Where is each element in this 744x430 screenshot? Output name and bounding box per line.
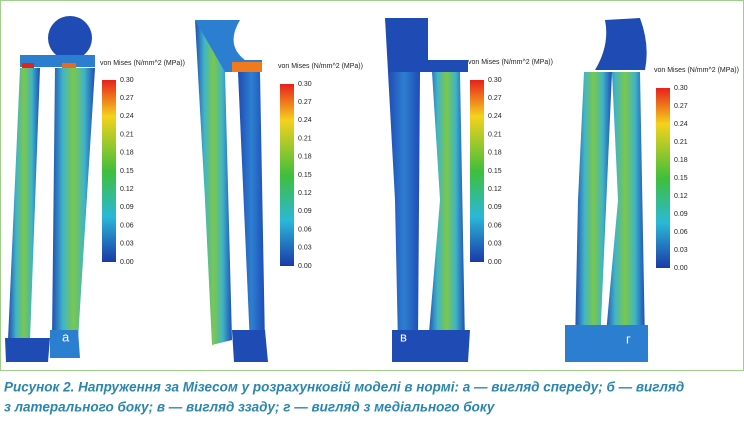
color-bar-tick: 0.18	[674, 157, 688, 164]
panel-label: г	[626, 331, 631, 346]
color-bar-tick: 0.06	[674, 229, 688, 236]
color-bar-tick: 0.27	[298, 99, 312, 106]
color-bar-tick: 0.21	[298, 135, 312, 142]
color-bar-tick: 0.09	[674, 211, 688, 218]
color-bar-tick: 0.21	[120, 131, 134, 138]
color-bar-tick: 0.09	[298, 208, 312, 215]
color-bar-tick: 0.06	[298, 226, 312, 233]
color-bar-tick: 0.15	[488, 168, 502, 175]
color-bar	[102, 80, 116, 262]
bone-model	[385, 18, 470, 362]
color-bar	[280, 84, 294, 266]
color-bar-tick: 0.24	[488, 113, 502, 120]
color-bar-tick: 0.03	[120, 241, 134, 248]
color-bar-tick: 0.24	[298, 117, 312, 124]
color-bar-tick: 0.03	[674, 247, 688, 254]
color-bar-tick: 0.18	[120, 150, 134, 157]
color-bar-tick: 0.15	[674, 175, 688, 182]
color-bar-tick: 0.21	[488, 131, 502, 138]
color-bar-tick: 0.27	[120, 95, 134, 102]
bone-model	[565, 18, 648, 362]
color-bar-tick: 0.30	[674, 85, 688, 92]
color-bar-tick: 0.12	[674, 193, 688, 200]
legend-title: von Mises (N/mm^2 (MPa))	[468, 59, 553, 66]
color-bar-tick: 0.06	[488, 222, 502, 229]
color-bar-tick: 0.18	[488, 150, 502, 157]
color-bar-tick: 0.12	[488, 186, 502, 193]
color-bar	[656, 88, 670, 268]
color-bar-tick: 0.03	[298, 245, 312, 252]
caption-line: з латерального боку; в — вигляд ззаду; г…	[4, 400, 496, 415]
color-bar-tick: 0.06	[120, 222, 134, 229]
legend-title: von Mises (N/mm^2 (MPa))	[100, 60, 185, 67]
color-bar-tick: 0.00	[298, 263, 312, 270]
panel-label: в	[400, 329, 407, 344]
color-bar-tick: 0.30	[120, 77, 134, 84]
color-bar-tick: 0.30	[488, 77, 502, 84]
color-bar-tick: 0.00	[120, 259, 134, 266]
color-bar	[470, 80, 484, 262]
color-bar-tick: 0.18	[298, 154, 312, 161]
color-bar-tick: 0.30	[298, 81, 312, 88]
color-bar-tick: 0.12	[120, 186, 134, 193]
color-bar-tick: 0.00	[488, 259, 502, 266]
bone-model	[5, 16, 95, 362]
panel-label: б	[202, 331, 209, 346]
color-bar-tick: 0.03	[488, 241, 502, 248]
bone-model	[195, 20, 268, 362]
color-bar-tick: 0.24	[674, 121, 688, 128]
color-bar-tick: 0.27	[674, 103, 688, 110]
color-bar-tick: 0.12	[298, 190, 312, 197]
color-bar-tick: 0.15	[298, 172, 312, 179]
panel-label: а	[62, 329, 70, 344]
color-bar-tick: 0.24	[120, 113, 134, 120]
caption-line: Рисунок 2. Напруження за Мізесом у розра…	[4, 380, 684, 395]
color-bar-tick: 0.00	[674, 265, 688, 272]
color-bar-tick: 0.09	[488, 204, 502, 211]
legend-title: von Mises (N/mm^2 (MPa))	[278, 63, 363, 70]
color-bar-tick: 0.15	[120, 168, 134, 175]
color-bar-tick: 0.27	[488, 95, 502, 102]
color-bar-tick: 0.21	[674, 139, 688, 146]
legend-title: von Mises (N/mm^2 (MPa))	[654, 67, 739, 74]
color-bar-tick: 0.09	[120, 204, 134, 211]
